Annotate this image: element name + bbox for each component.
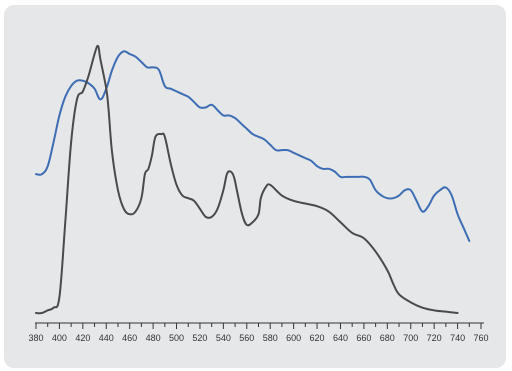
- x-tick-label-740: 740: [450, 333, 465, 343]
- chart-panel: 380 400 420 440 460 480 500 520 540 560 580 600 620 6…: [4, 5, 506, 368]
- series-line-1: [35, 50, 471, 242]
- x-tick-label-620: 620: [310, 333, 325, 343]
- series-line-2: [35, 44, 459, 315]
- x-tick-label-580: 580: [263, 333, 278, 343]
- x-tick-label-680: 680: [380, 333, 395, 343]
- x-tick-label-500: 500: [169, 333, 184, 343]
- x-tick-label-600: 600: [286, 333, 301, 343]
- x-tick-label-380: 380: [28, 333, 43, 343]
- x-tick-label-660: 660: [356, 333, 371, 343]
- x-tick-label-440: 440: [99, 333, 114, 343]
- x-tick-label-460: 460: [122, 333, 137, 343]
- series-layer: [35, 44, 471, 315]
- x-tick-label-640: 640: [333, 333, 348, 343]
- x-axis-ticks: 380 400 420 440 460 480 500 520 540 560 580 600 620 6…: [28, 323, 489, 343]
- x-tick-label-760: 760: [473, 333, 488, 343]
- x-tick-label-480: 480: [146, 333, 161, 343]
- line-chart: 380 400 420 440 460 480 500 520 540 560 580 600 620 6…: [28, 44, 489, 343]
- x-tick-label-720: 720: [427, 333, 442, 343]
- x-tick-label-540: 540: [216, 333, 231, 343]
- x-tick-label-700: 700: [403, 333, 418, 343]
- x-tick-label-520: 520: [192, 333, 207, 343]
- x-tick-label-400: 400: [52, 333, 67, 343]
- x-tick-label-560: 560: [239, 333, 254, 343]
- x-tick-label-420: 420: [75, 333, 90, 343]
